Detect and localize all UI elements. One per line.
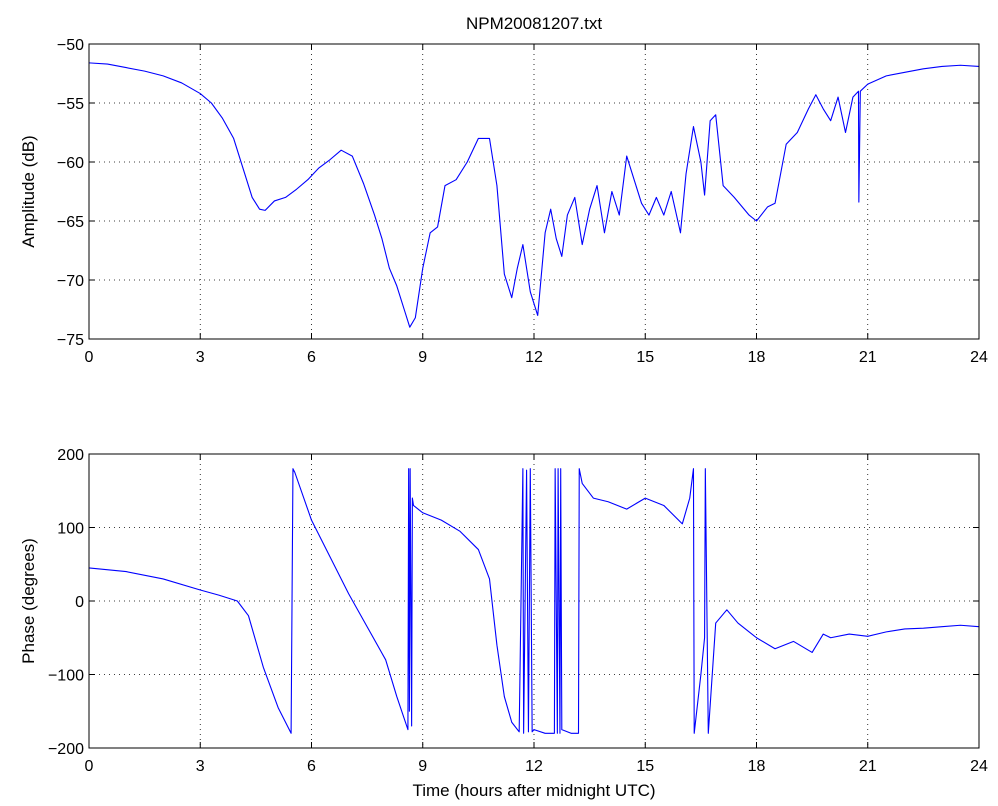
y-tick-label: −200	[48, 741, 84, 758]
x-tick-label: 3	[196, 349, 205, 366]
y-tick-label: −60	[57, 155, 84, 172]
x-tick-label: 3	[196, 758, 205, 775]
y-tick-label: 0	[75, 594, 84, 611]
series-line	[88, 62, 980, 328]
chart-title: NPM20081207.txt	[466, 14, 602, 33]
x-tick-label: 15	[636, 349, 654, 366]
y-tick-label: 100	[57, 521, 84, 538]
y-tick-label: −70	[57, 273, 84, 290]
x-tick-label: 12	[525, 349, 543, 366]
y-tick-label: −55	[57, 96, 84, 113]
x-tick-label: 6	[307, 758, 316, 775]
x-tick-label: 9	[418, 758, 427, 775]
x-tick-label: 12	[525, 758, 543, 775]
x-tick-label: 24	[970, 349, 988, 366]
x-tick-label: 15	[636, 758, 654, 775]
y-axis-label: Amplitude (dB)	[19, 135, 38, 247]
x-tick-label: 21	[859, 349, 877, 366]
x-tick-label: 9	[418, 349, 427, 366]
x-tick-label: 18	[748, 349, 766, 366]
amplitude-axes: 0 3 6 9 12 15 18 21 24 −75 −70 −65 −60 −55 −50 Amplitud…	[19, 37, 988, 366]
x-tick-label: 6	[307, 349, 316, 366]
x-tick-label: 0	[85, 349, 94, 366]
y-axis-label: Phase (degrees)	[19, 538, 38, 664]
y-tick-label: 200	[57, 447, 84, 464]
y-tick-label: −75	[57, 332, 84, 349]
x-tick-label: 18	[748, 758, 766, 775]
series-line	[88, 468, 980, 734]
x-tick-label: 21	[859, 758, 877, 775]
x-tick-label: 0	[85, 758, 94, 775]
x-axis-label: Time (hours after midnight UTC)	[412, 781, 655, 800]
y-tick-label: −50	[57, 37, 84, 54]
x-tick-label: 24	[970, 758, 988, 775]
y-tick-label: −65	[57, 214, 84, 231]
phase-axes: 0 3 6 9 12 15 18 21 24 −200 −100 0 100 200 Phase (degr…	[19, 447, 988, 800]
y-tick-label: −100	[48, 668, 84, 685]
